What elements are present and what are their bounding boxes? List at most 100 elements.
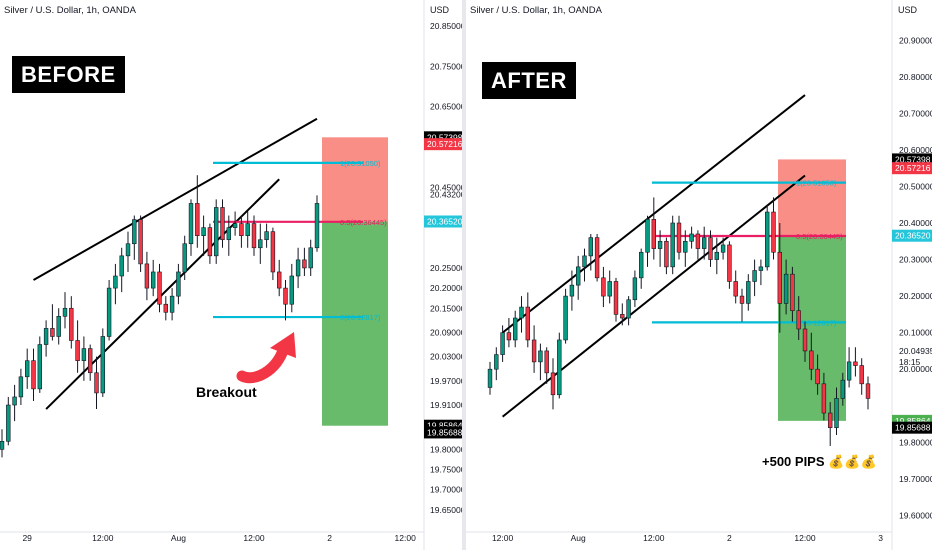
y-tick-label: 19.80000 (430, 444, 462, 454)
bull-candle (119, 255, 124, 277)
bull-candle (176, 271, 181, 297)
bull-candle (840, 379, 845, 399)
bull-candle (188, 203, 194, 245)
bull-candle (632, 277, 638, 301)
y-tick-label: 19.75000 (430, 465, 462, 475)
y-tick-label: 20.04935 (899, 346, 932, 356)
price-tag (892, 229, 932, 242)
y-tick-label: 20.15000 (430, 303, 462, 313)
y-tick-label: 20.25000 (430, 263, 462, 273)
bear-candle (94, 372, 99, 394)
bull-candle (258, 239, 263, 249)
y-tick-label: 20.30000 (899, 255, 932, 265)
bull-candle (81, 348, 87, 361)
fib-level-label: 1(20.51050) (796, 179, 837, 188)
chart-header: Silver / U.S. Dollar, 1h, OANDA (470, 5, 602, 16)
bear-candle (75, 340, 80, 361)
fib-level-label: 0.5(20.36445) (340, 218, 387, 227)
bull-candle (512, 317, 518, 341)
bull-candle (62, 307, 68, 317)
x-tick-label: 2 (727, 533, 732, 543)
bear-candle (239, 223, 244, 236)
bear-candle (550, 372, 556, 396)
y-tick-label: 20.00000 (899, 364, 932, 374)
price-tag-label: 20.57216 (427, 139, 462, 149)
bull-candle (607, 281, 612, 297)
x-tick-label: 29 (22, 533, 32, 543)
bull-candle (182, 243, 187, 273)
bear-candle (594, 237, 600, 279)
bear-candle (676, 222, 682, 253)
bear-candle (815, 368, 820, 385)
y-tick-label: 20.85000 (430, 21, 462, 31)
bull-candle (0, 441, 5, 450)
bull-candle (519, 306, 524, 319)
bear-candle (276, 271, 282, 289)
bull-candle (714, 251, 719, 260)
bear-candle (771, 211, 776, 253)
y-tick-label: 20.03000 (430, 352, 462, 362)
x-tick-label: 12:00 (643, 533, 665, 543)
bull-candle (494, 354, 499, 370)
bull-candle (125, 243, 131, 257)
y-tick-label: 20.80000 (899, 72, 932, 82)
before-chart-canvas[interactable]: 1(20.51050) 0.5(20.36445) 0(20.12817) 20.85… (0, 0, 462, 550)
before-chart-panel: 1(20.51050) 0.5(20.36445) 0(20.12817) 20.85… (0, 0, 462, 550)
bear-candle (531, 339, 537, 363)
y-tick-label: 19.65000 (430, 505, 462, 515)
bull-candle (500, 332, 505, 355)
price-tag-label: 19.85688 (427, 427, 462, 437)
y-tick-label: 20.90000 (899, 35, 932, 45)
y-tick-label: 20.09000 (430, 327, 462, 337)
bull-candle (720, 244, 726, 253)
bull-candle (645, 219, 650, 253)
y-tick-label: 18:15 (899, 357, 921, 367)
bull-candle (169, 295, 175, 313)
stop-loss-zone (322, 137, 388, 222)
bull-candle (670, 222, 675, 268)
bull-candle (487, 368, 493, 388)
bull-candle (569, 284, 575, 297)
bear-candle (69, 307, 74, 341)
bull-candle (151, 271, 156, 289)
before-badge: BEFORE (12, 56, 125, 93)
y-tick-label: 19.97000 (430, 376, 462, 386)
breakout-annotation: Breakout (196, 384, 257, 400)
bull-candle (557, 339, 562, 396)
bull-candle (12, 396, 17, 406)
y-tick-label: 19.70000 (899, 474, 932, 484)
fib-level-label: 0(20.12817) (796, 318, 837, 327)
take-profit-zone (322, 221, 388, 426)
bull-candle (100, 336, 106, 394)
bull-candle (264, 231, 269, 241)
bear-candle (865, 383, 871, 399)
price-tag-label: 19.85864 (895, 416, 931, 426)
currency-label: USD (898, 5, 918, 15)
curved-arrow-icon (236, 332, 296, 384)
y-tick-label: 20.20000 (899, 291, 932, 301)
bear-candle (251, 223, 257, 249)
bull-candle (758, 266, 764, 271)
panel-divider (462, 0, 466, 550)
bear-candle (506, 332, 512, 341)
y-tick-label: 20.65000 (430, 102, 462, 112)
bull-candle (245, 223, 250, 236)
price-tag-label: 19.85864 (427, 421, 462, 431)
x-tick-label: 12:00 (794, 533, 816, 543)
bear-candle (163, 303, 168, 313)
bull-candle (226, 227, 231, 241)
after-chart-canvas[interactable]: 1(20.51050) 0.5(20.36445) 0(20.12817) 20.90… (466, 0, 932, 550)
chart-header: Silver / U.S. Dollar, 1h, OANDA (4, 5, 136, 16)
wedge-lower-line (45, 178, 280, 410)
price-tag (424, 426, 462, 439)
x-tick-label: 12:00 (243, 533, 265, 543)
bull-candle (6, 404, 11, 442)
bear-candle (859, 365, 864, 385)
bull-candle (746, 281, 751, 304)
price-tag (892, 162, 932, 175)
bear-candle (525, 306, 531, 341)
fib-level-label: 0.5(20.36445) (796, 232, 843, 241)
x-tick-label: 12:00 (492, 533, 514, 543)
bear-candle (620, 314, 625, 319)
bear-candle (302, 259, 307, 269)
